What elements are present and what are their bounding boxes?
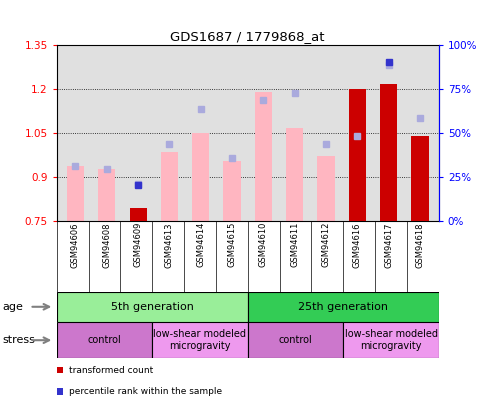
Bar <box>411 136 428 221</box>
Bar <box>223 160 241 221</box>
Bar <box>130 207 147 221</box>
Bar <box>317 156 335 221</box>
Bar <box>152 322 247 358</box>
Bar <box>192 133 210 221</box>
Bar <box>349 89 366 221</box>
Bar <box>67 166 84 221</box>
Bar <box>380 84 397 221</box>
Bar <box>343 322 439 358</box>
Bar <box>247 322 343 358</box>
Bar <box>247 292 439 322</box>
Text: low-shear modeled
microgravity: low-shear modeled microgravity <box>345 329 437 351</box>
Text: 5th generation: 5th generation <box>111 302 194 312</box>
Text: stress: stress <box>2 335 35 345</box>
Text: 25th generation: 25th generation <box>298 302 388 312</box>
Title: GDS1687 / 1779868_at: GDS1687 / 1779868_at <box>171 30 325 43</box>
Bar <box>161 152 178 221</box>
Bar <box>255 92 272 221</box>
Bar <box>57 292 247 322</box>
Bar <box>57 322 152 358</box>
Text: low-shear modeled
microgravity: low-shear modeled microgravity <box>153 329 246 351</box>
Bar <box>286 128 303 221</box>
Bar <box>57 367 63 373</box>
Text: control: control <box>88 335 121 345</box>
Text: control: control <box>279 335 313 345</box>
Bar <box>57 388 63 395</box>
Text: age: age <box>2 302 23 312</box>
Bar <box>98 169 115 221</box>
Text: transformed count: transformed count <box>69 366 153 375</box>
Text: percentile rank within the sample: percentile rank within the sample <box>69 387 222 396</box>
